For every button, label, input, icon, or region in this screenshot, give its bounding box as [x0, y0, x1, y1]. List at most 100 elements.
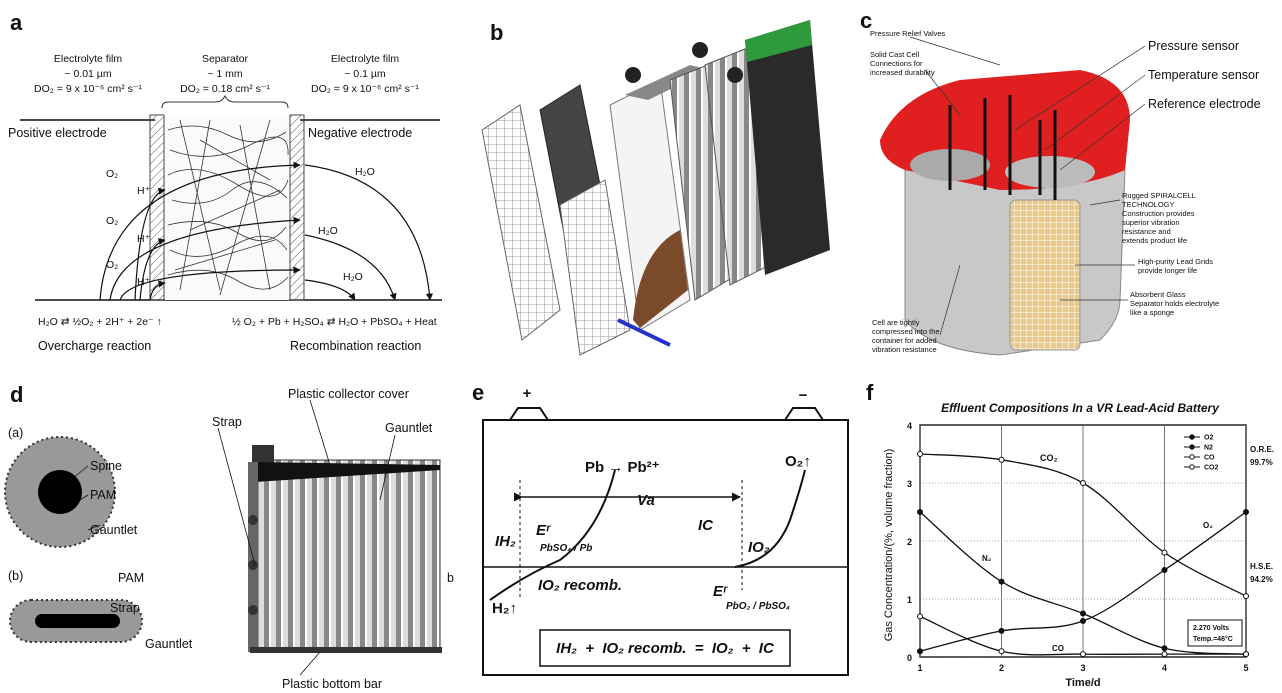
panel-label: b: [490, 20, 503, 45]
species: O₂: [106, 168, 118, 180]
annotation: Temp.=46°C: [1193, 635, 1233, 643]
callout: resistance and: [1122, 227, 1171, 236]
species: H⁺: [137, 276, 151, 288]
legend-marker: [1190, 465, 1194, 469]
legend-label: N2: [1204, 445, 1213, 452]
panel-label: a: [10, 10, 23, 35]
callout: Connections for: [870, 59, 923, 68]
separator-label: Separator: [202, 53, 249, 65]
sub-label: (a): [8, 426, 23, 440]
data-point: [999, 457, 1004, 462]
current-label: IH₂: [495, 533, 516, 550]
callout: Solid Cast Cell: [870, 50, 920, 59]
callout: superior vibration: [1122, 218, 1180, 227]
film-thickness: ~ 0.1 µm: [344, 68, 386, 80]
terminal-sign: −: [799, 387, 808, 404]
callout: High-purity Lead Grids: [1138, 257, 1213, 266]
annotation: 2.270 Volts: [1193, 625, 1229, 632]
film-diffusion: DO₂ = 9 x 10⁻⁶ cm² s⁻¹: [34, 83, 142, 95]
part-label: Gauntlet: [90, 523, 138, 537]
species: H⁺: [137, 233, 151, 245]
legend-marker: [1190, 445, 1194, 449]
panel-b: b: [482, 20, 830, 355]
y-tick-label: 0: [907, 653, 912, 663]
flat-strap: [35, 614, 120, 628]
reaction-label: Overcharge reaction: [38, 339, 151, 353]
terminal: [625, 67, 641, 83]
part-label: Gauntlet: [145, 637, 193, 651]
annotation: O.R.E.: [1250, 445, 1274, 454]
data-point: [1081, 652, 1086, 657]
terminal: [692, 42, 708, 58]
data-point: [999, 628, 1004, 633]
equation: IH₂ + IO₂ recomb. = IO₂ + IC: [556, 640, 775, 657]
x-tick-label: 1: [917, 663, 922, 673]
data-point: [1162, 568, 1167, 573]
panel-f: f Effluent Compositions In a VR Lead-Aci…: [866, 380, 1274, 689]
part-label: Plastic collector cover: [288, 387, 409, 401]
legend-label: CO: [1204, 455, 1215, 462]
part-label: Plastic bottom bar: [282, 677, 382, 691]
data-point: [1244, 510, 1249, 515]
current-label: IC: [698, 517, 714, 534]
legend-marker: [1190, 455, 1194, 459]
legend-label: O2: [1204, 435, 1213, 442]
callout: provide longer life: [1138, 266, 1197, 275]
callout: increased durability: [870, 68, 935, 77]
y-tick-label: 3: [907, 479, 912, 489]
x-axis-label: Time/d: [1065, 677, 1100, 689]
potential-label: Eʳ: [536, 522, 551, 539]
glass-separator: [1010, 200, 1080, 350]
species: O₂: [106, 215, 118, 227]
panel-label: d: [10, 382, 23, 407]
annotation: H.S.E.: [1250, 562, 1273, 571]
x-tick-label: 3: [1080, 663, 1085, 673]
y-tick-label: 4: [907, 421, 912, 431]
part-label: Spine: [90, 459, 122, 473]
x-tick-label: 2: [999, 663, 1004, 673]
equation: ½ O₂ + Pb + H₂SO₄ ⇄ H₂O + PbSO₄ + Heat: [232, 316, 437, 328]
legend-label: CO2: [1204, 465, 1219, 472]
data-point: [1162, 652, 1167, 657]
terminal: [727, 67, 743, 83]
potential-sub: PbSO₄ / Pb: [540, 543, 592, 554]
panel-a: a Electrolyte film ~ 0.01 µm DO₂ = 9 x 1…: [8, 10, 442, 353]
data-point: [1081, 611, 1086, 616]
data-point: [999, 649, 1004, 654]
grid-plate: [560, 180, 630, 355]
callout: Cell are tightly: [872, 318, 920, 327]
part-label: b: [447, 571, 454, 585]
y-axis-label: Gas Concentration/(%, volume fraction): [883, 449, 895, 642]
data-point: [1162, 550, 1167, 555]
callout: container for added: [872, 336, 937, 345]
sensor-label: Temperature sensor: [1148, 68, 1259, 82]
cell-top: [1005, 156, 1095, 188]
data-point: [918, 649, 923, 654]
sensor-label: Pressure sensor: [1148, 39, 1239, 53]
equation: H₂O ⇄ ½O₂ + 2H⁺ + 2e⁻ ↑: [38, 316, 162, 328]
film-label: Electrolyte film: [54, 53, 123, 65]
panel-c: c Pressure Relief Valves Solid Cast Cell…: [860, 8, 1261, 355]
film-thickness: ~ 0.01 µm: [64, 68, 111, 80]
data-point: [1162, 646, 1167, 651]
cathodic-curve: [735, 470, 805, 567]
callout: Construction provides: [1122, 209, 1195, 218]
data-point: [1244, 652, 1249, 657]
annotation: 94.2%: [1250, 575, 1273, 584]
data-point: [1081, 481, 1086, 486]
callout: Separator holds electrolyte: [1130, 299, 1219, 308]
reaction: H₂↑: [492, 600, 517, 617]
data-point: [1244, 594, 1249, 599]
data-point: [918, 510, 923, 515]
callout: like a sponge: [1130, 308, 1174, 317]
figure: a Electrolyte film ~ 0.01 µm DO₂ = 9 x 1…: [0, 0, 1282, 693]
legend-marker: [1190, 435, 1194, 439]
film-diffusion: DO₂ = 9 x 10⁻⁶ cm² s⁻¹: [311, 83, 419, 95]
bottom-bar: [250, 647, 442, 653]
sub-label: (b): [8, 569, 23, 583]
potential-label: Va: [637, 492, 655, 509]
electrode-label: Positive electrode: [8, 126, 107, 140]
part-label: Strap: [110, 601, 140, 615]
terminal-sign: +: [523, 385, 532, 402]
data-point: [999, 579, 1004, 584]
